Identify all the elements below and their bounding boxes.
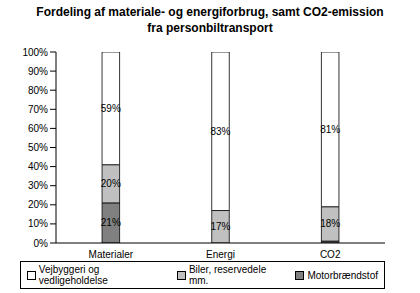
- svg-text:60%: 60%: [28, 123, 48, 134]
- html-text:Vejbyggeri og vedligeholdelse: Vejbyggeri og vedligeholdelse: [38, 264, 108, 286]
- svg-text:20%: 20%: [28, 199, 48, 210]
- svg-text:10%: 10%: [28, 218, 48, 229]
- html-text:Motorbrændstof: Motorbrændstof: [307, 269, 378, 281]
- svg-text:30%: 30%: [28, 180, 48, 191]
- svg-text:59%: 59%: [101, 103, 121, 114]
- html-text:Fordeling af materiale- og ene: Fordeling af materiale- og energiforbrug…: [36, 5, 384, 35]
- svg-text:100%: 100%: [22, 47, 48, 58]
- svg-text:70%: 70%: [28, 104, 48, 115]
- svg-text:18%: 18%: [320, 218, 340, 229]
- svg-text:17%: 17%: [210, 221, 230, 232]
- svg-text:21%: 21%: [101, 217, 121, 228]
- svg-text:0%: 0%: [34, 238, 49, 249]
- svg-text:40%: 40%: [28, 161, 48, 172]
- svg-text:50%: 50%: [28, 142, 48, 153]
- svg-text:90%: 90%: [28, 66, 48, 77]
- svg-text:CO2: CO2: [320, 249, 341, 260]
- svg-text:Energi: Energi: [206, 249, 235, 260]
- html-text:Biler, reservedele mm.: Biler, reservedele mm.: [188, 264, 267, 286]
- svg-text:81%: 81%: [320, 124, 340, 135]
- svg-text:83%: 83%: [210, 126, 230, 137]
- svg-text:Materialer: Materialer: [89, 249, 134, 260]
- svg-text:20%: 20%: [101, 178, 121, 189]
- svg-text:80%: 80%: [28, 85, 48, 96]
